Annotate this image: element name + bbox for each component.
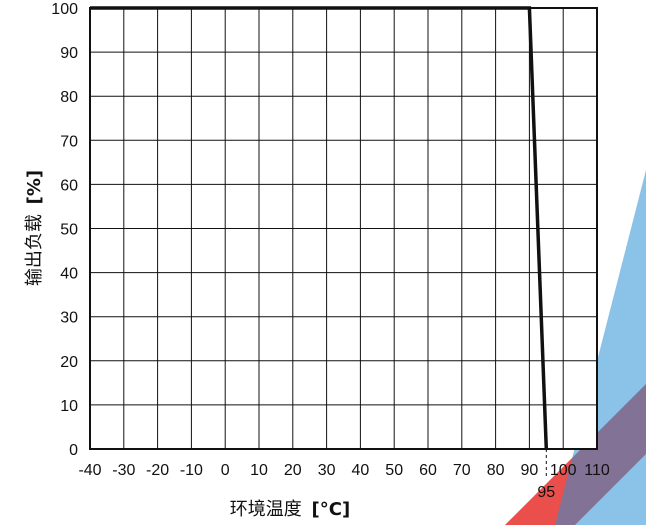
x-tick-label: 110 xyxy=(584,462,610,479)
x-tick-label: -40 xyxy=(78,462,101,479)
x-tick-label: 90 xyxy=(521,462,539,479)
x-tick-label: 80 xyxy=(487,462,505,479)
x-axis-unit: [°C] xyxy=(312,499,351,520)
x-tick-label: -10 xyxy=(180,462,203,479)
x-tick-label: 100 xyxy=(550,462,577,479)
x-tick-labels: -40 -30 -20 -10 0 10 20 30 40 50 60 70 80 90 100 110 xyxy=(78,462,609,479)
y-tick-labels: 0 10 20 30 40 50 60 70 80 90 100 xyxy=(51,1,78,459)
y-tick-label: 50 xyxy=(60,222,78,239)
y-tick-label: 60 xyxy=(60,177,78,194)
x-tick-label: 40 xyxy=(352,462,370,479)
marked-x-label: 95 xyxy=(537,484,555,501)
x-tick-label: 0 xyxy=(221,462,230,479)
y-tick-label: 0 xyxy=(69,442,78,459)
x-tick-label: 50 xyxy=(385,462,403,479)
grid xyxy=(89,7,598,450)
y-tick-label: 20 xyxy=(60,354,78,371)
y-axis-unit: [%] xyxy=(24,170,45,205)
x-tick-label: 30 xyxy=(318,462,336,479)
x-tick-label: 60 xyxy=(419,462,437,479)
x-axis-label: 环境温度 xyxy=(230,499,302,520)
y-tick-label: 30 xyxy=(60,310,78,327)
x-tick-label: -30 xyxy=(112,462,135,479)
x-tick-label: 10 xyxy=(250,462,268,479)
y-axis-title: 输出负载 [%] xyxy=(24,170,45,286)
y-tick-label: 90 xyxy=(60,45,78,62)
y-tick-label: 80 xyxy=(60,89,78,106)
x-tick-label: -20 xyxy=(146,462,169,479)
y-tick-label: 40 xyxy=(60,266,78,283)
y-axis-label: 输出负载 xyxy=(24,214,45,286)
y-tick-label: 10 xyxy=(60,398,78,415)
plot-frame xyxy=(89,7,598,450)
y-tick-label: 100 xyxy=(51,1,78,18)
x-tick-label: 20 xyxy=(284,462,302,479)
y-tick-label: 70 xyxy=(60,133,78,150)
x-axis-title: 环境温度 [°C] xyxy=(230,499,350,520)
x-tick-label: 70 xyxy=(453,462,471,479)
